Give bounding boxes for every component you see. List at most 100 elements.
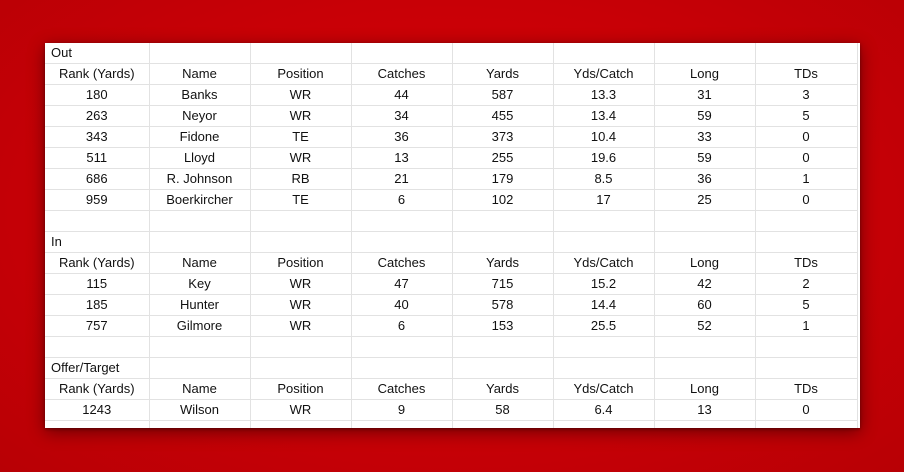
data-cell[interactable]: 3 [754,84,858,106]
column-header-cell[interactable]: Yards [451,252,554,274]
empty-cell[interactable] [350,357,453,379]
data-cell[interactable]: 9 [350,399,453,421]
data-cell[interactable]: 52 [653,315,756,337]
empty-cell[interactable] [148,43,251,64]
empty-cell[interactable] [148,336,251,358]
data-cell[interactable]: 21 [350,168,453,190]
data-cell[interactable]: WR [249,315,352,337]
data-cell[interactable]: 1243 [45,399,150,421]
empty-cell[interactable] [451,43,554,64]
column-header-cell[interactable]: Catches [350,252,453,274]
data-cell[interactable]: Hunter [148,294,251,316]
data-cell[interactable]: Key [148,273,251,295]
data-cell[interactable]: 686 [45,168,150,190]
empty-cell[interactable] [451,231,554,253]
data-cell[interactable]: Wilson [148,399,251,421]
empty-cell[interactable] [653,210,756,232]
empty-cell[interactable] [754,231,858,253]
column-header-cell[interactable]: Rank (Yards) [45,252,150,274]
data-cell[interactable]: Neyor [148,105,251,127]
data-cell[interactable]: 6 [350,315,453,337]
data-cell[interactable]: 13.4 [552,105,655,127]
data-cell[interactable]: 47 [350,273,453,295]
data-cell[interactable]: 6 [350,189,453,211]
data-cell[interactable]: 8.5 [552,168,655,190]
empty-cell[interactable] [148,231,251,253]
empty-cell[interactable] [249,336,352,358]
empty-cell[interactable] [45,336,150,358]
empty-cell[interactable] [451,420,554,428]
data-cell[interactable]: 10.4 [552,126,655,148]
data-cell[interactable]: 153 [451,315,554,337]
column-header-cell[interactable]: Position [249,252,352,274]
data-cell[interactable]: 14.4 [552,294,655,316]
empty-cell[interactable] [552,336,655,358]
data-cell[interactable]: 959 [45,189,150,211]
column-header-cell[interactable]: Rank (Yards) [45,63,150,85]
empty-cell[interactable] [148,357,251,379]
empty-cell[interactable] [45,420,150,428]
data-cell[interactable]: 19.6 [552,147,655,169]
empty-cell[interactable] [350,210,453,232]
empty-cell[interactable] [754,336,858,358]
data-cell[interactable]: 13.3 [552,84,655,106]
empty-cell[interactable] [350,420,453,428]
data-cell[interactable]: 343 [45,126,150,148]
empty-cell[interactable] [653,43,756,64]
data-cell[interactable]: 59 [653,147,756,169]
data-cell[interactable]: 0 [754,126,858,148]
empty-cell[interactable] [552,43,655,64]
data-cell[interactable]: 6.4 [552,399,655,421]
data-cell[interactable]: 255 [451,147,554,169]
column-header-cell[interactable]: Yards [451,378,554,400]
data-cell[interactable]: WR [249,273,352,295]
data-cell[interactable]: 25.5 [552,315,655,337]
data-cell[interactable]: Lloyd [148,147,251,169]
empty-cell[interactable] [350,336,453,358]
column-header-cell[interactable]: Yds/Catch [552,252,655,274]
data-cell[interactable]: 757 [45,315,150,337]
empty-cell[interactable] [249,43,352,64]
empty-cell[interactable] [653,420,756,428]
data-cell[interactable]: 31 [653,84,756,106]
data-cell[interactable]: WR [249,147,352,169]
column-header-cell[interactable]: Name [148,252,251,274]
data-cell[interactable]: 5 [754,105,858,127]
data-cell[interactable]: 1 [754,168,858,190]
data-cell[interactable]: 34 [350,105,453,127]
data-cell[interactable]: 36 [350,126,453,148]
empty-cell[interactable] [249,420,352,428]
data-cell[interactable]: 33 [653,126,756,148]
data-cell[interactable]: Fidone [148,126,251,148]
column-header-cell[interactable]: Yds/Catch [552,378,655,400]
data-cell[interactable]: 180 [45,84,150,106]
data-cell[interactable]: WR [249,399,352,421]
data-cell[interactable]: 44 [350,84,453,106]
data-cell[interactable]: 13 [653,399,756,421]
data-cell[interactable]: R. Johnson [148,168,251,190]
empty-cell[interactable] [249,357,352,379]
data-cell[interactable]: 40 [350,294,453,316]
data-cell[interactable]: 13 [350,147,453,169]
data-cell[interactable]: 36 [653,168,756,190]
column-header-cell[interactable]: Name [148,378,251,400]
column-header-cell[interactable]: Position [249,63,352,85]
data-cell[interactable]: 5 [754,294,858,316]
empty-cell[interactable] [552,231,655,253]
data-cell[interactable]: TE [249,126,352,148]
column-header-cell[interactable]: Yards [451,63,554,85]
column-header-cell[interactable]: TDs [754,252,858,274]
data-cell[interactable]: RB [249,168,352,190]
data-cell[interactable]: 578 [451,294,554,316]
section-title-cell[interactable]: Out [45,43,150,64]
empty-cell[interactable] [45,210,150,232]
data-cell[interactable]: 587 [451,84,554,106]
empty-cell[interactable] [249,231,352,253]
column-header-cell[interactable]: Name [148,63,251,85]
data-cell[interactable]: Gilmore [148,315,251,337]
empty-cell[interactable] [148,420,251,428]
data-cell[interactable]: 102 [451,189,554,211]
data-cell[interactable]: 42 [653,273,756,295]
data-cell[interactable]: 511 [45,147,150,169]
column-header-cell[interactable]: Yds/Catch [552,63,655,85]
